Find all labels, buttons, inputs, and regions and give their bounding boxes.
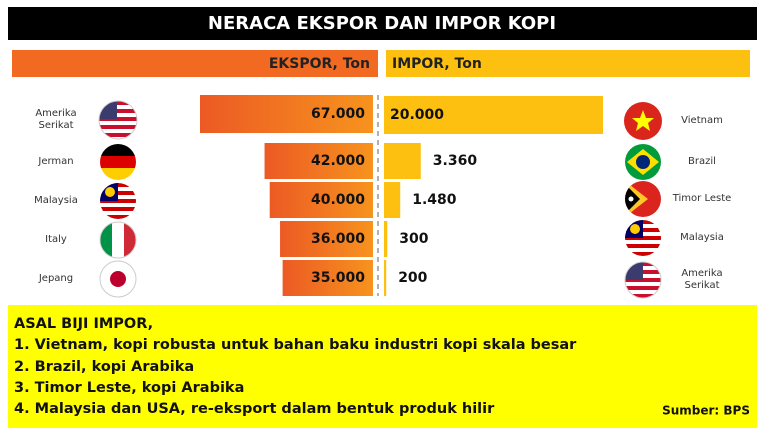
value-label: 20.000 [390,107,444,123]
bar [384,143,421,179]
bar [384,260,387,296]
source: Sumber: BPS [662,404,750,418]
value-label: 3.360 [433,153,478,169]
export-header [12,50,378,77]
bar [200,95,373,133]
category-label: Malaysia [34,195,78,206]
value-label: 40.000 [311,192,365,208]
bar [282,260,373,296]
legend-entry: EKSPOR, Ton [269,56,370,72]
category-label: Amerika Serikat [35,108,77,131]
flag-brazil [625,144,661,180]
value-label: 300 [399,231,428,247]
flag-border [99,260,137,298]
flag-border [99,221,137,259]
notes-box [8,305,757,428]
category-label: Jepang [38,273,74,284]
category-label: Jerman [38,156,74,167]
bar [280,221,373,257]
category-label: Amerika Serikat [681,268,723,291]
chart-title: NERACA EKSPOR DAN IMPOR KOPI [208,13,556,34]
value-label: 35.000 [311,270,365,286]
value-label: 67.000 [311,106,365,122]
legend-entry: IMPOR, Ton [392,56,482,72]
flag-germany [100,144,136,180]
flag-italy [100,222,136,258]
flag-usa [99,101,137,139]
flag-vietnam [624,102,662,140]
flag-border [98,100,138,140]
note-item: 4. Malaysia dan USA, re-eksport dalam be… [14,401,495,417]
category-label: Timor Leste [672,193,732,204]
value-label: 1.480 [412,192,457,208]
category-label: Vietnam [681,115,723,126]
bar [264,143,373,179]
bar [384,221,388,257]
note-item: 2. Brazil, kopi Arabika [14,359,195,375]
flag-timor-leste [625,181,661,217]
value-label: 36.000 [311,231,365,247]
category-label: Italy [45,234,67,245]
value-label: 200 [398,270,427,286]
note-item: 1. Vietnam, kopi robusta untuk bahan bak… [14,337,577,353]
bar [384,96,603,134]
bar [384,182,401,218]
flag-japan [100,261,136,297]
category-label: Brazil [688,156,716,167]
flag-malaysia [100,183,136,219]
value-label: 42.000 [311,153,365,169]
note-item: 3. Timor Leste, kopi Arabika [14,380,245,396]
flag-malaysia [625,220,661,256]
flag-border [624,261,662,299]
notes-title: ASAL BIJI IMPOR, [14,316,154,332]
flag-usa [625,262,661,298]
bar [269,182,373,218]
import-header [386,50,750,77]
category-label: Malaysia [680,232,724,243]
title-bar [8,7,757,40]
